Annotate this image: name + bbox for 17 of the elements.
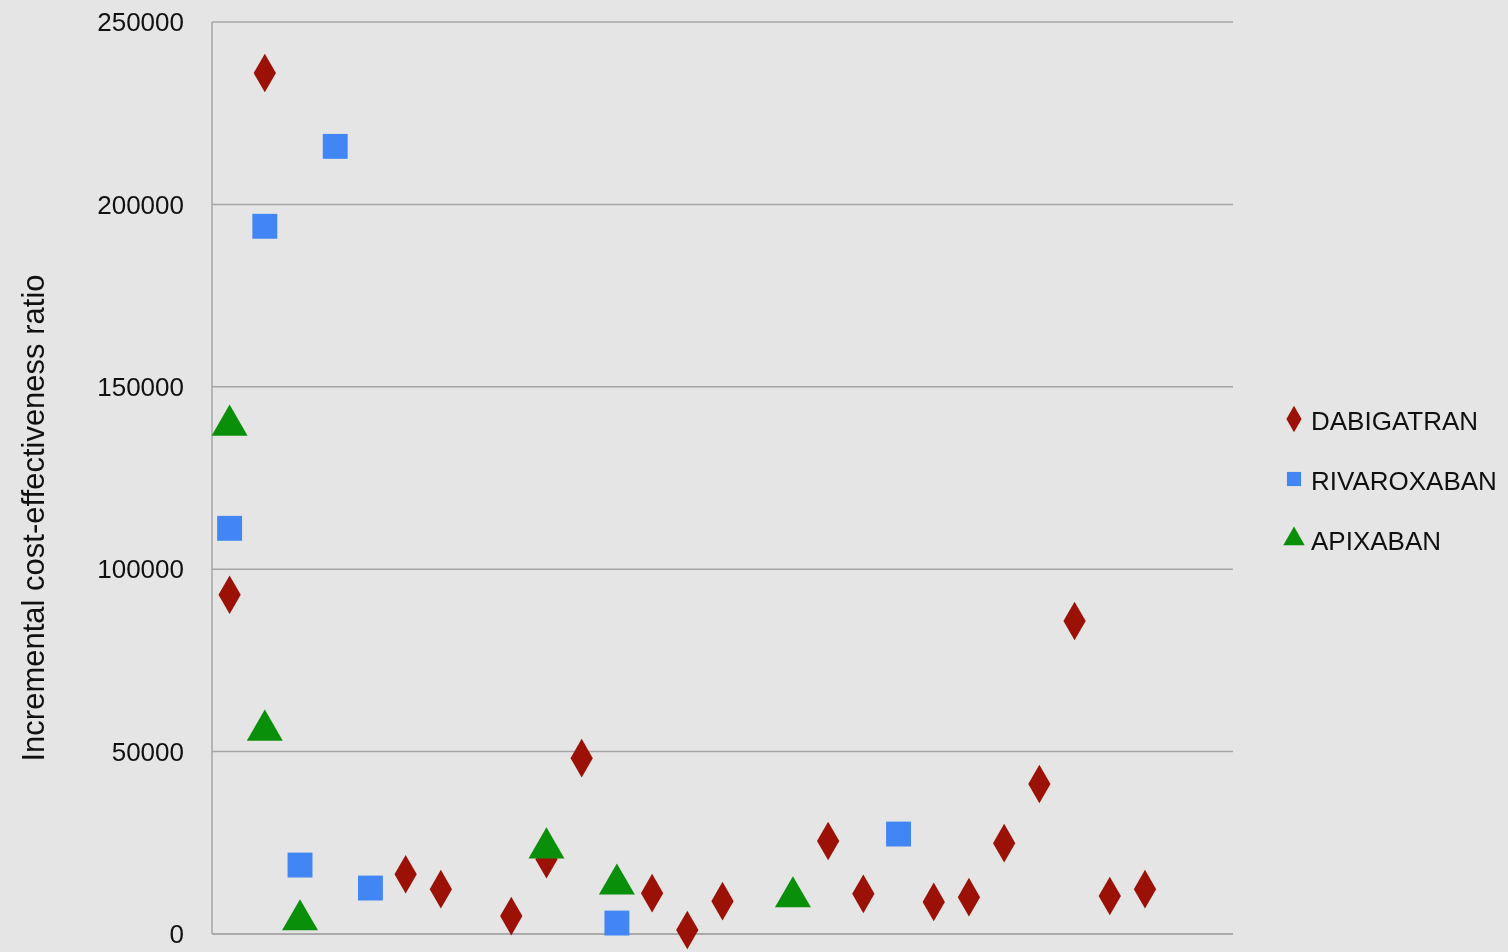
y-tick-label: 50000 — [111, 736, 184, 767]
y-tick-label: 0 — [169, 919, 184, 950]
y-tick-label: 200000 — [97, 189, 184, 220]
point — [322, 133, 348, 159]
point — [252, 213, 278, 239]
point — [604, 910, 630, 936]
point — [886, 821, 911, 847]
legend-label: RIVAROXABAN — [1311, 466, 1497, 497]
point — [287, 852, 313, 878]
point — [217, 515, 243, 541]
legend-label: DABIGATRAN — [1311, 406, 1479, 437]
legend-label: APIXABAN — [1311, 526, 1442, 557]
y-tick-label: 150000 — [97, 371, 184, 402]
y-axis-title: Incremental cost-effectiveness ratio — [16, 274, 51, 762]
y-tick-label: 100000 — [97, 554, 184, 585]
y-tick-label: 250000 — [97, 7, 184, 38]
point — [357, 875, 383, 901]
